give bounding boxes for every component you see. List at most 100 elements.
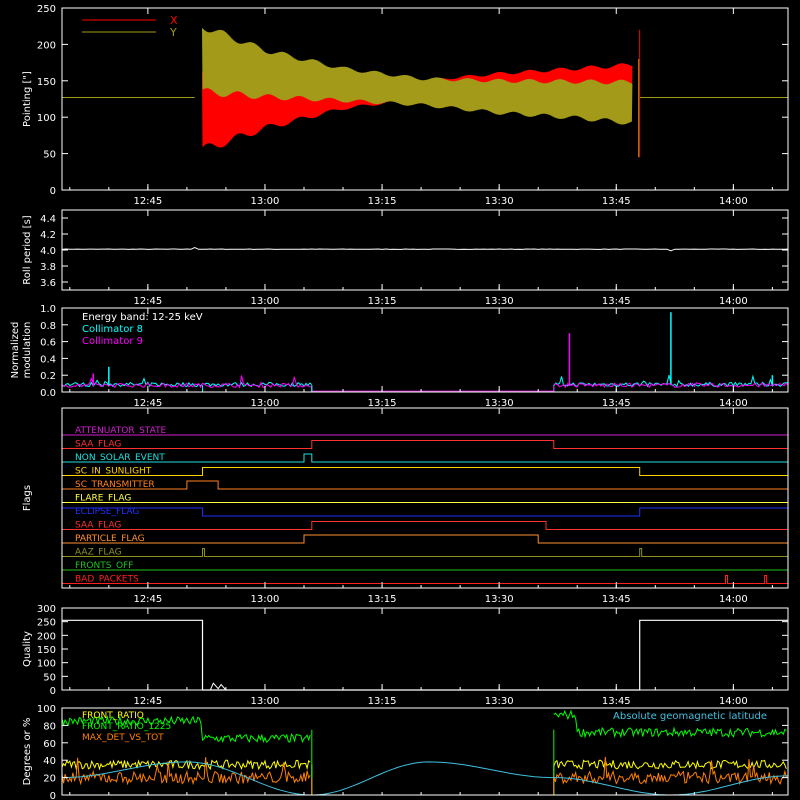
legend-label: FRONT_RATIO_1225 [82, 722, 171, 732]
x-tick-label: 13:00 [251, 398, 280, 409]
legend-label: Y [169, 26, 177, 39]
legend-label: Collimator 8 [82, 324, 143, 335]
y-tick-label: 80 [43, 721, 56, 732]
y-tick-label: 100 [37, 113, 56, 124]
flag-label: SAA_FLAG [75, 521, 121, 531]
geomag-panel: 0 20 40 60 80 100 Degrees or % FRONT_RATIOFRONT… [22, 704, 789, 800]
y-tick-label: 40 [43, 756, 56, 767]
x-tick-label: 13:15 [368, 594, 397, 605]
energy-band-annotation: Energy band: 12-25 keV [82, 312, 203, 323]
y-tick-label: 150 [37, 645, 56, 656]
quality-series-line [62, 619, 788, 691]
flag-label: NON_SOLAR_EVENT [75, 453, 165, 463]
x-tick-label: 12:45 [133, 696, 162, 707]
x-tick-label: 13:30 [485, 696, 514, 707]
flag-label: ECLIPSE_FLAG [75, 507, 139, 517]
x-tick-label: 13:45 [602, 398, 631, 409]
x-tick-label: 13:45 [602, 594, 631, 605]
x-tick-label: 13:00 [251, 594, 280, 605]
x-tick-label: 14:00 [719, 296, 748, 307]
y-tick-label: 0 [50, 791, 56, 800]
geomag-frame [61, 707, 789, 796]
geomag-annotation: Absolute geomagnetic latitude [613, 711, 767, 722]
flag-line-sc_transmitter [62, 480, 788, 490]
y-tick-label: 150 [37, 77, 56, 88]
y-tick-label: 3.8 [40, 262, 56, 273]
y-tick-label: 4.0 [40, 246, 56, 257]
roll-panel: 12:45 13:00 13:15 13:30 13:45 14:00 3.6 3.8 4.0 4… [22, 209, 789, 307]
legend-label: Collimator 9 [82, 336, 143, 347]
flag-line-particle_flag [62, 534, 788, 544]
flag-label: SC_IN_SUNLIGHT [75, 467, 152, 477]
y-tick-label: 20 [43, 774, 56, 785]
x-tick-label: 14:00 [719, 398, 748, 409]
modulation-series-line [553, 382, 789, 389]
pointing-panel: 12:45 13:00 13:15 13:30 13:45 14:00 0 50 100 150 2… [22, 4, 789, 207]
flag-line-bad_packets [62, 575, 788, 584]
y-tick-label: 0.8 [40, 321, 56, 332]
y-tick-label: 50 [43, 672, 56, 683]
x-tick-label: 13:30 [485, 398, 514, 409]
x-tick-label: 14:00 [719, 594, 748, 605]
y-tick-label: 0 [50, 686, 56, 697]
flag-label: AAZ_FLAG [75, 548, 122, 558]
geomag-series-line [61, 714, 311, 744]
quality-panel: 12:45 13:00 13:15 13:30 13:45 14:00 0 50 100 150 2… [22, 604, 789, 707]
geomag-latitude-line [62, 761, 788, 796]
y-axis-label: Pointing ["] [22, 71, 33, 127]
y-tick-label: 3.6 [40, 278, 56, 289]
x-tick-label: 14:00 [719, 696, 748, 707]
x-tick-label: 12:45 [133, 296, 162, 307]
roll-series-line [61, 247, 789, 252]
flag-label: SAA_FLAG [75, 440, 121, 450]
y-tick-label: 200 [37, 631, 56, 642]
flag-label: PARTICLE_FLAG [75, 534, 145, 544]
roll-frame [61, 209, 789, 291]
x-tick-label: 13:00 [251, 196, 280, 207]
flag-line-eclipse_flag [61, 507, 789, 517]
y-tick-label: 0.2 [40, 371, 56, 382]
legend-label: FRONT_RATIO [82, 711, 144, 721]
legend-label: X [170, 14, 178, 27]
quality-blip [209, 682, 227, 691]
flag-line-saa_flag [62, 440, 788, 449]
flag-label: FLARE_FLAG [75, 494, 131, 504]
geomag-series-line [553, 709, 787, 739]
y-axis-label: modulation [22, 322, 33, 379]
flag-label: SC_TRANSMITTER [75, 480, 155, 490]
y-tick-label: 60 [43, 739, 56, 750]
flag-line-aaz_flag [62, 548, 788, 557]
y-tick-label: 1.0 [40, 304, 56, 315]
flag-line-sc_in_sunlight [62, 467, 788, 476]
y-axis-label: Roll period [s] [22, 215, 33, 284]
y-axis-label: Quality [22, 631, 33, 667]
y-tick-label: 0 [50, 186, 56, 197]
modulation-panel: 12:45 13:00 13:15 13:30 13:45 14:00 0.0 0.2 0.4 0… [10, 304, 789, 409]
modulation-frame [61, 307, 789, 393]
y-tick-label: 200 [37, 40, 56, 51]
y-tick-label: 100 [37, 704, 56, 715]
x-tick-label: 13:45 [602, 696, 631, 707]
y-tick-label: 0.4 [40, 354, 56, 365]
x-tick-label: 13:30 [485, 594, 514, 605]
x-tick-label: 13:15 [368, 196, 397, 207]
flag-line-saa_flag [62, 521, 788, 530]
y-tick-label: 300 [37, 604, 56, 615]
x-tick-label: 13:00 [251, 296, 280, 307]
y-tick-label: 0.6 [40, 338, 56, 349]
x-tick-label: 13:15 [368, 398, 397, 409]
y-tick-label: 0.0 [40, 388, 56, 399]
y-axis-label: Degrees or % [22, 718, 33, 786]
y-tick-label: 4.2 [40, 230, 56, 241]
legend-label: MAX_DET_VS_TOT [82, 733, 164, 743]
y-tick-label: 4.4 [40, 214, 56, 225]
series-line-y [202, 28, 633, 125]
geomag-series-line [61, 757, 311, 786]
x-tick-label: 12:45 [133, 398, 162, 409]
x-tick-label: 14:00 [719, 196, 748, 207]
x-tick-label: 13:15 [368, 696, 397, 707]
y-axis-label: Flags [22, 485, 33, 511]
x-tick-label: 13:30 [485, 296, 514, 307]
flag-label: FRONTS_OFF [75, 561, 133, 571]
